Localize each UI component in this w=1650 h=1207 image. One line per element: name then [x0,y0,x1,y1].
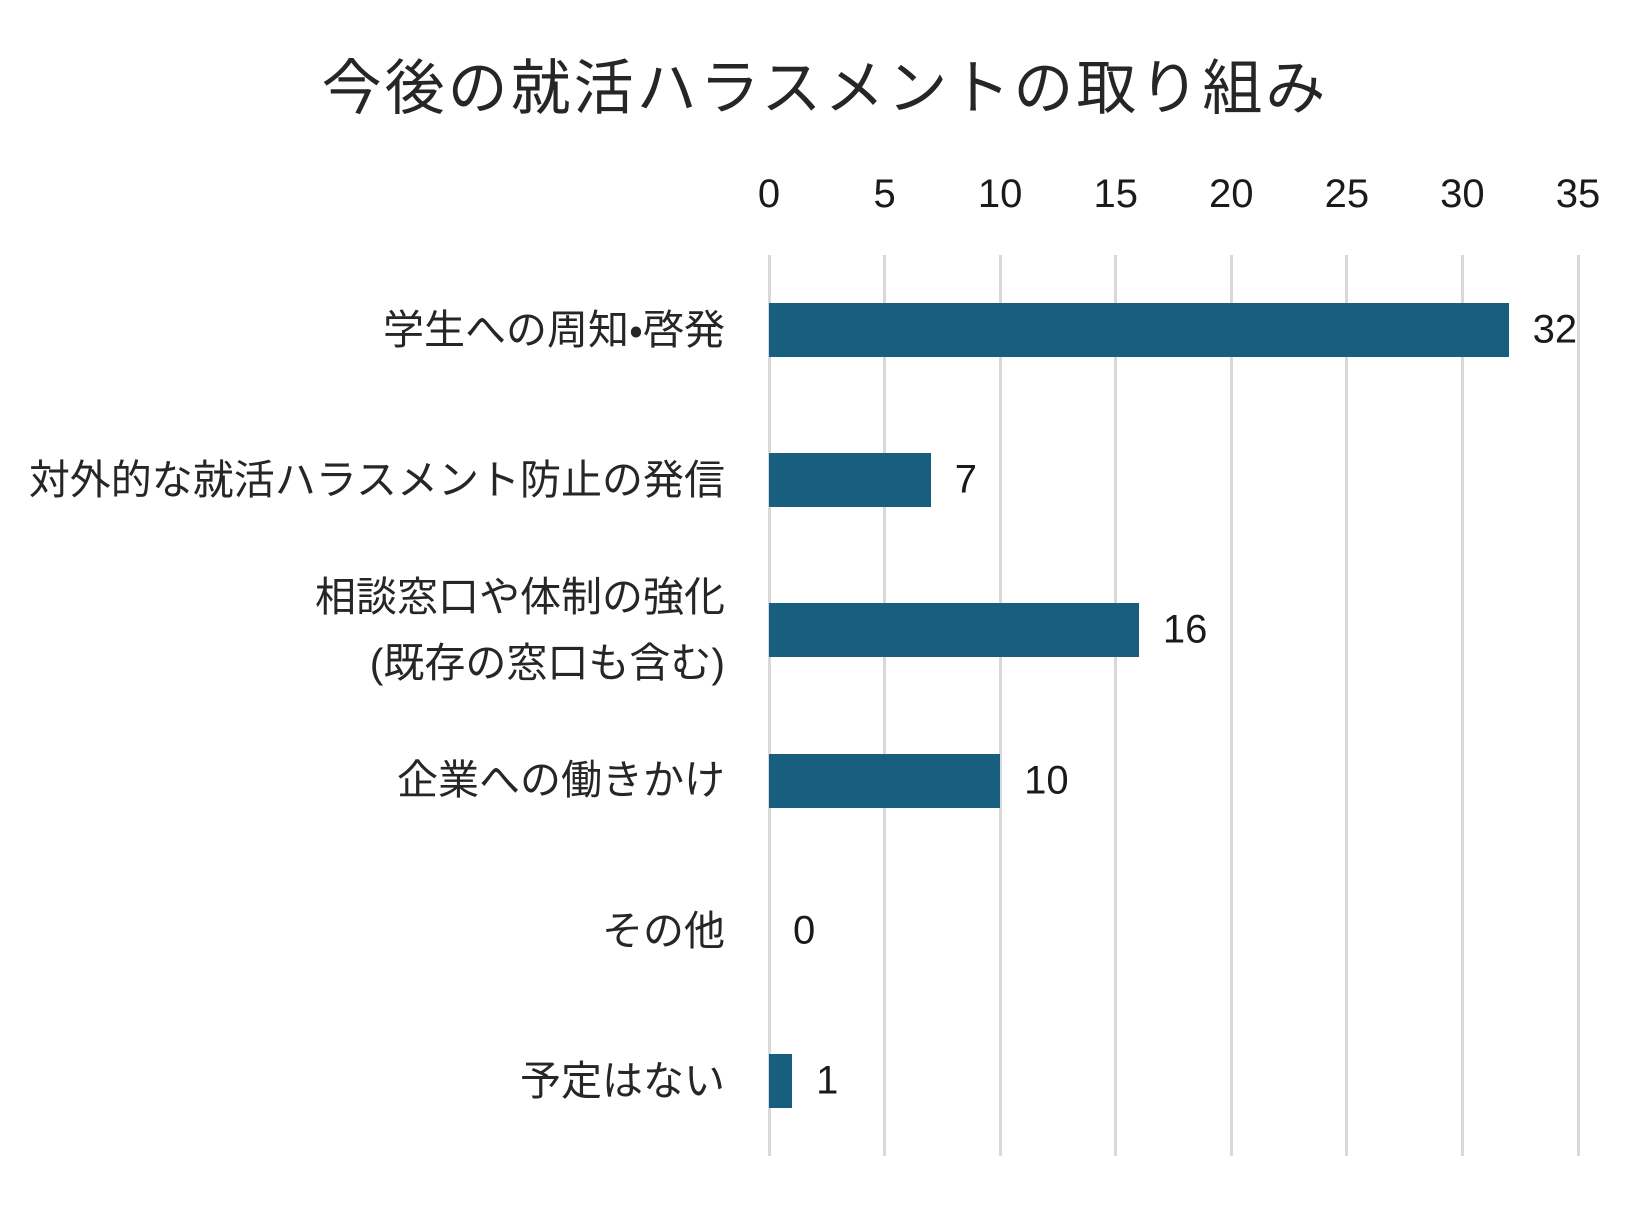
bar [769,1053,793,1108]
category-label: 企業への働きかけ [397,757,725,804]
gridline [767,255,771,1156]
gridline [1229,255,1233,1156]
gridline [998,255,1002,1156]
x-axis-tick-label: 10 [977,172,1023,216]
bar [769,753,1001,808]
bar [769,303,1509,358]
category-axis-labels: 学生への周知・啓発対外的な就活ハラスメント防止の発信相談窓口や体制の強化 (既存… [0,255,725,1156]
x-axis-tick-label: 15 [1093,172,1138,216]
gridline [883,255,887,1156]
x-axis-tick-label: 35 [1555,172,1601,216]
bar-value-label: 32 [1532,307,1578,352]
category-label: その他 [602,907,725,954]
bar-value-label: 16 [1162,607,1208,652]
x-axis-tick-label: 0 [757,172,781,216]
category-label: 予定はない [520,1057,725,1104]
x-axis-tick-label: 30 [1440,172,1485,216]
gridline [1114,255,1118,1156]
plot-area: 32 7 16 10 0 1 [767,255,1580,1156]
gridline [1345,255,1349,1156]
x-axis-tick-label: 20 [1209,172,1254,216]
bar [769,603,1139,658]
bar-value-label: 1 [816,1058,839,1103]
gridline [1460,255,1464,1156]
category-label: 学生への周知・啓発 [383,306,725,353]
bar [769,453,931,508]
bar-value-label: 10 [1024,758,1069,803]
x-axis-tick-row: 0 5 10 15 20 25 30 35 [758,172,1600,220]
gridline [1576,255,1580,1156]
x-axis-tick-label: 25 [1324,172,1370,216]
x-axis-tick-label: 5 [873,172,896,216]
bar-value-label: 0 [793,908,816,953]
category-label: 相談窓口や体制の強化 (既存の窓口も含む) [315,574,725,687]
category-label: 対外的な就活ハラスメント防止の発信 [28,457,725,504]
chart-title: 今後の就活ハラスメントの取り組み [321,55,1329,122]
bar-value-label: 7 [954,457,978,502]
